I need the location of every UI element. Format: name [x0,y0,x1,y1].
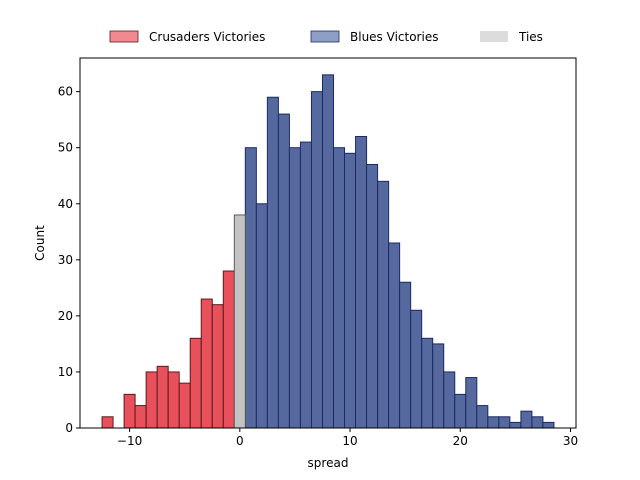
histogram-bar [388,242,401,429]
histogram-bar [377,180,390,429]
histogram-bar [200,298,213,429]
legend-swatch [310,30,340,43]
histogram-bar [498,416,511,429]
histogram-bar [145,371,158,429]
x-tick-label: 30 [563,434,578,448]
x-tick-label: 20 [453,434,468,448]
histogram-bar [432,343,445,429]
plot-frame [79,57,577,429]
legend: Crusaders Victories Blues Victories Ties [109,30,543,44]
histogram-bar [255,203,268,429]
x-tick-label: 0 [236,434,244,448]
x-axis-ticks: −10 0 10 20 30 [117,428,578,448]
legend-swatch [109,30,139,43]
y-tick-label: 30 [58,253,73,267]
legend-label: Crusaders Victories [149,30,265,44]
histogram-bar [399,281,412,429]
histogram-bar [123,393,136,429]
histogram-bar [233,214,246,429]
y-axis-label: Count [33,225,47,261]
histogram-bar [465,377,478,429]
histogram-bar [531,416,544,429]
histogram-bar [134,405,147,429]
histogram-bar [156,365,169,429]
x-tick-label: −10 [117,434,142,448]
histogram-bar [333,147,346,429]
histogram-bar [222,270,235,429]
x-tick-label: 10 [342,434,357,448]
legend-swatch [480,31,508,42]
y-tick-label: 10 [58,365,73,379]
histogram-bar [487,416,500,429]
histogram-bar [211,304,224,429]
histogram-bar [366,164,379,429]
histogram-bar [321,74,335,429]
histogram-bar [454,393,467,429]
y-tick-label: 50 [58,141,73,155]
y-tick-label: 0 [65,421,73,435]
histogram-bar [421,337,434,429]
histogram-bar [288,147,301,429]
y-axis-ticks: 0 10 20 30 40 50 60 [58,85,80,435]
histogram-bar [344,152,357,429]
x-axis-label: spread [308,456,349,470]
histogram-bar [299,141,312,429]
histogram-bar [178,382,191,429]
bars-layer [101,74,555,429]
histogram-bar [167,371,180,429]
histogram-bar [189,337,202,429]
y-tick-label: 20 [58,309,73,323]
histogram-bar [476,405,489,429]
histogram-bar [509,421,522,429]
histogram-bar [520,410,533,429]
y-tick-label: 60 [58,85,73,99]
histogram-bar [266,96,279,429]
histogram-bar [443,371,456,429]
histogram-bar [410,309,423,429]
legend-label: Blues Victories [350,30,438,44]
histogram-bar [310,91,323,429]
histogram-bar [542,421,555,429]
histogram-bar [355,135,368,429]
histogram-bar [244,147,257,429]
y-tick-label: 40 [58,197,73,211]
legend-label: Ties [518,30,543,44]
histogram-bar [277,113,290,429]
histogram-bar [101,416,114,429]
